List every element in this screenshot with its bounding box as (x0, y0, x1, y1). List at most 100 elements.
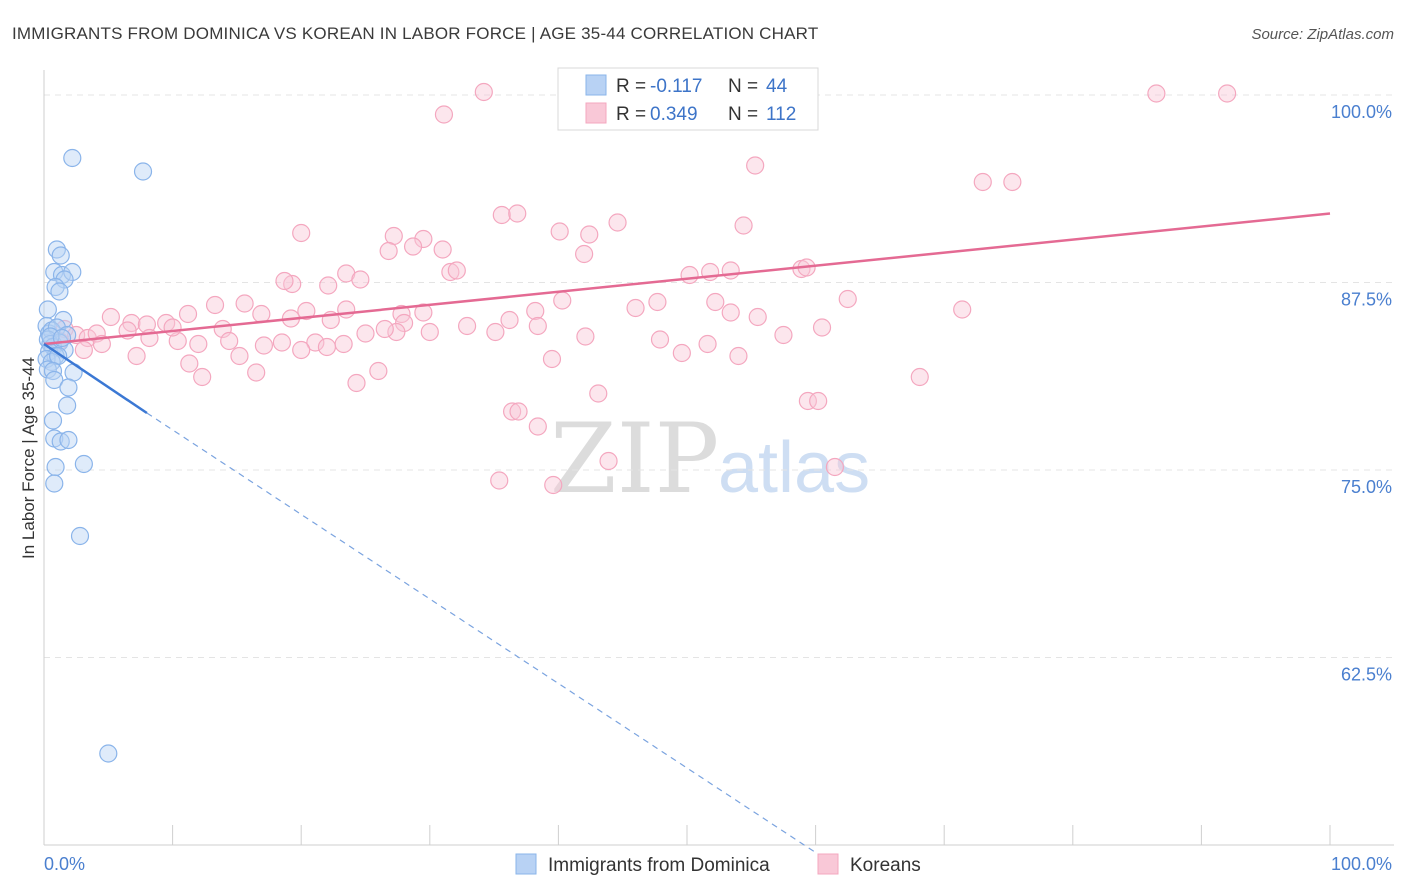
koreans-point-65 (168, 331, 187, 351)
trend-line-koreans (43, 212, 1331, 346)
koreans-point-93 (798, 391, 817, 411)
koreans-point-14 (734, 216, 753, 235)
legend-n-value-koreans: 112 (766, 104, 796, 125)
dominica-point-32 (58, 396, 77, 415)
koreans-point-83 (230, 346, 249, 366)
koreans-point-105 (420, 322, 439, 342)
koreans-point-110 (774, 325, 793, 345)
dominica-point-33 (43, 411, 63, 430)
legend-r-value-koreans: 0.349 (650, 104, 698, 125)
dominica-point-35 (51, 432, 70, 451)
koreans-point-74 (486, 322, 505, 342)
koreans-point-95 (910, 367, 929, 387)
dominica-point-39 (45, 474, 64, 493)
koreans-point-109 (748, 307, 767, 327)
koreans-point-44 (838, 289, 857, 309)
koreans-point-98 (528, 417, 547, 436)
legend-n-label-koreans: N = (728, 104, 758, 125)
koreans-point-10 (508, 204, 527, 223)
legend-swatch-koreans (585, 102, 607, 124)
koreans-point-108 (626, 298, 645, 318)
koreans-point-50 (178, 304, 198, 324)
koreans-point-92 (193, 367, 212, 387)
koreans-point-97 (509, 402, 528, 421)
dominica-point-3 (51, 246, 70, 265)
koreans-point-27 (680, 265, 699, 285)
series-koreans (50, 82, 1237, 495)
chart-title: IMMIGRANTS FROM DOMINICA VS KOREAN IN LA… (12, 24, 818, 43)
koreans-point-86 (317, 337, 337, 357)
koreans-point-19 (575, 244, 594, 264)
dominica-point-38 (74, 454, 93, 474)
koreans-point-22 (319, 276, 338, 295)
legend-swatch-dominica (585, 74, 607, 96)
koreans-point-96 (503, 402, 522, 421)
koreans-point-57 (457, 316, 477, 336)
koreans-point-20 (379, 241, 398, 261)
x-axis-ticks (43, 825, 1331, 845)
koreans-point-37 (337, 300, 356, 319)
koreans-point-41 (648, 292, 667, 312)
legend-r-label-dominica: R = (616, 76, 646, 97)
koreans-point-38 (414, 303, 433, 322)
koreans-point-26 (351, 270, 370, 289)
watermark: ZIP atlas (550, 403, 870, 515)
dominica-point-1 (133, 162, 153, 181)
y-tick-label-3: 100.0% (1331, 102, 1392, 122)
koreans-point-66 (189, 334, 208, 354)
koreans-point-29 (721, 261, 740, 280)
bottom-legend-label-koreans: Koreans (850, 855, 921, 876)
y-tick-label-1: 75.0% (1341, 477, 1392, 497)
koreans-point-89 (542, 349, 562, 369)
trend-lines (43, 212, 1331, 854)
koreans-point-94 (809, 391, 828, 411)
legend-r-value-dominica: -0.117 (650, 76, 702, 97)
koreans-point-107 (375, 319, 394, 339)
koreans-point-88 (369, 361, 388, 381)
bottom-legend-swatch-dominica (515, 853, 537, 875)
koreans-point-52 (252, 304, 271, 324)
y-tick-label-2: 87.5% (1341, 290, 1392, 310)
legend-n-label-dominica: N = (728, 76, 758, 97)
stats-legend: R = -0.117 N = 44 R = 0.349 N = 112 (557, 67, 819, 131)
koreans-point-17 (414, 229, 433, 249)
koreans-point-12 (550, 222, 569, 241)
koreans-point-45 (953, 300, 972, 319)
koreans-point-40 (553, 291, 572, 310)
koreans-point-3 (1147, 84, 1166, 103)
koreans-point-82 (180, 354, 199, 373)
koreans-point-100 (544, 475, 563, 495)
koreans-point-101 (490, 471, 509, 490)
koreans-point-87 (347, 373, 366, 393)
chart-source: Source: ZipAtlas.com (1251, 26, 1394, 43)
koreans-point-75 (528, 316, 547, 336)
bottom-legend-label-dominica: Immigrants from Dominica (548, 855, 770, 876)
koreans-point-76 (576, 327, 595, 346)
dominica-point-0 (63, 148, 82, 168)
watermark-zip: ZIP (550, 403, 719, 515)
series-dominica (37, 148, 153, 763)
koreans-point-32 (441, 262, 460, 282)
dominica-point-41 (99, 744, 118, 763)
bottom-legend-swatch-koreans (817, 853, 839, 875)
koreans-point-81 (127, 346, 146, 366)
koreans-point-42 (706, 292, 725, 312)
trend-line-dominica (43, 342, 148, 415)
koreans-point-106 (163, 318, 182, 337)
koreans-point-71 (334, 334, 353, 354)
koreans-point-4 (1218, 84, 1237, 103)
koreans-point-35 (235, 294, 254, 313)
koreans-point-18 (403, 237, 423, 256)
koreans-point-15 (292, 223, 311, 243)
koreans-point-13 (580, 225, 599, 244)
koreans-point-8 (1003, 172, 1022, 192)
koreans-point-7 (973, 172, 992, 192)
dominica-point-36 (59, 430, 78, 450)
koreans-point-73 (387, 322, 406, 342)
koreans-point-39 (526, 301, 545, 321)
koreans-point-90 (729, 346, 748, 366)
gridlines (44, 94, 1394, 658)
koreans-point-21 (433, 240, 452, 259)
koreans-point-9 (492, 205, 511, 225)
